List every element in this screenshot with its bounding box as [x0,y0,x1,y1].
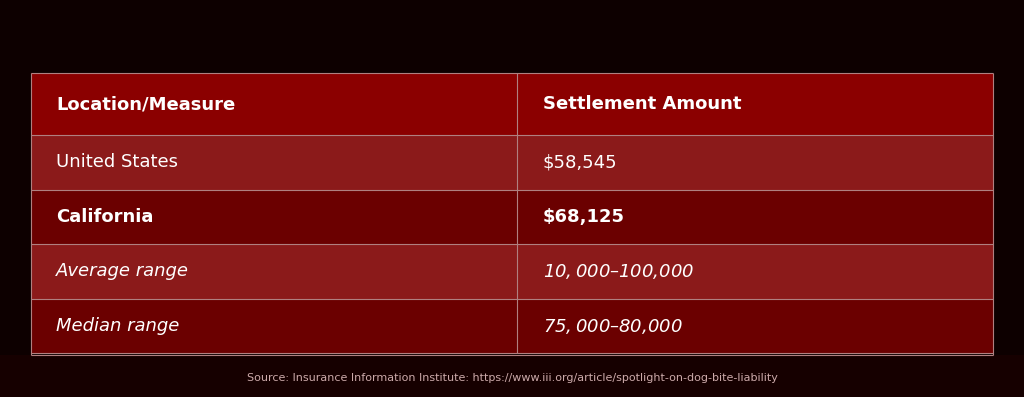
Text: $75,000 – $80,000: $75,000 – $80,000 [543,316,682,335]
Bar [31,244,517,299]
Bar [517,299,993,353]
Text: $68,125: $68,125 [543,208,625,226]
Bar [0,355,1024,397]
Text: $10,000 – $100,000: $10,000 – $100,000 [543,262,693,281]
Text: $58,545: $58,545 [543,153,617,171]
Bar [517,73,993,135]
Bar [517,135,993,190]
Text: Settlement Amount: Settlement Amount [543,95,741,113]
Text: Average range: Average range [56,262,189,280]
Bar [517,190,993,244]
Bar [31,135,517,190]
Bar [31,299,517,353]
Bar [31,190,517,244]
Text: Median range: Median range [56,317,179,335]
Text: United States: United States [56,153,178,171]
Text: Source: Insurance Information Institute: https://www.iii.org/article/spotlight-o: Source: Insurance Information Institute:… [247,373,777,383]
Bar [31,73,517,135]
Bar [517,244,993,299]
Text: Location/Measure: Location/Measure [56,95,236,113]
Text: California: California [56,208,154,226]
Bar [0,0,1024,73]
